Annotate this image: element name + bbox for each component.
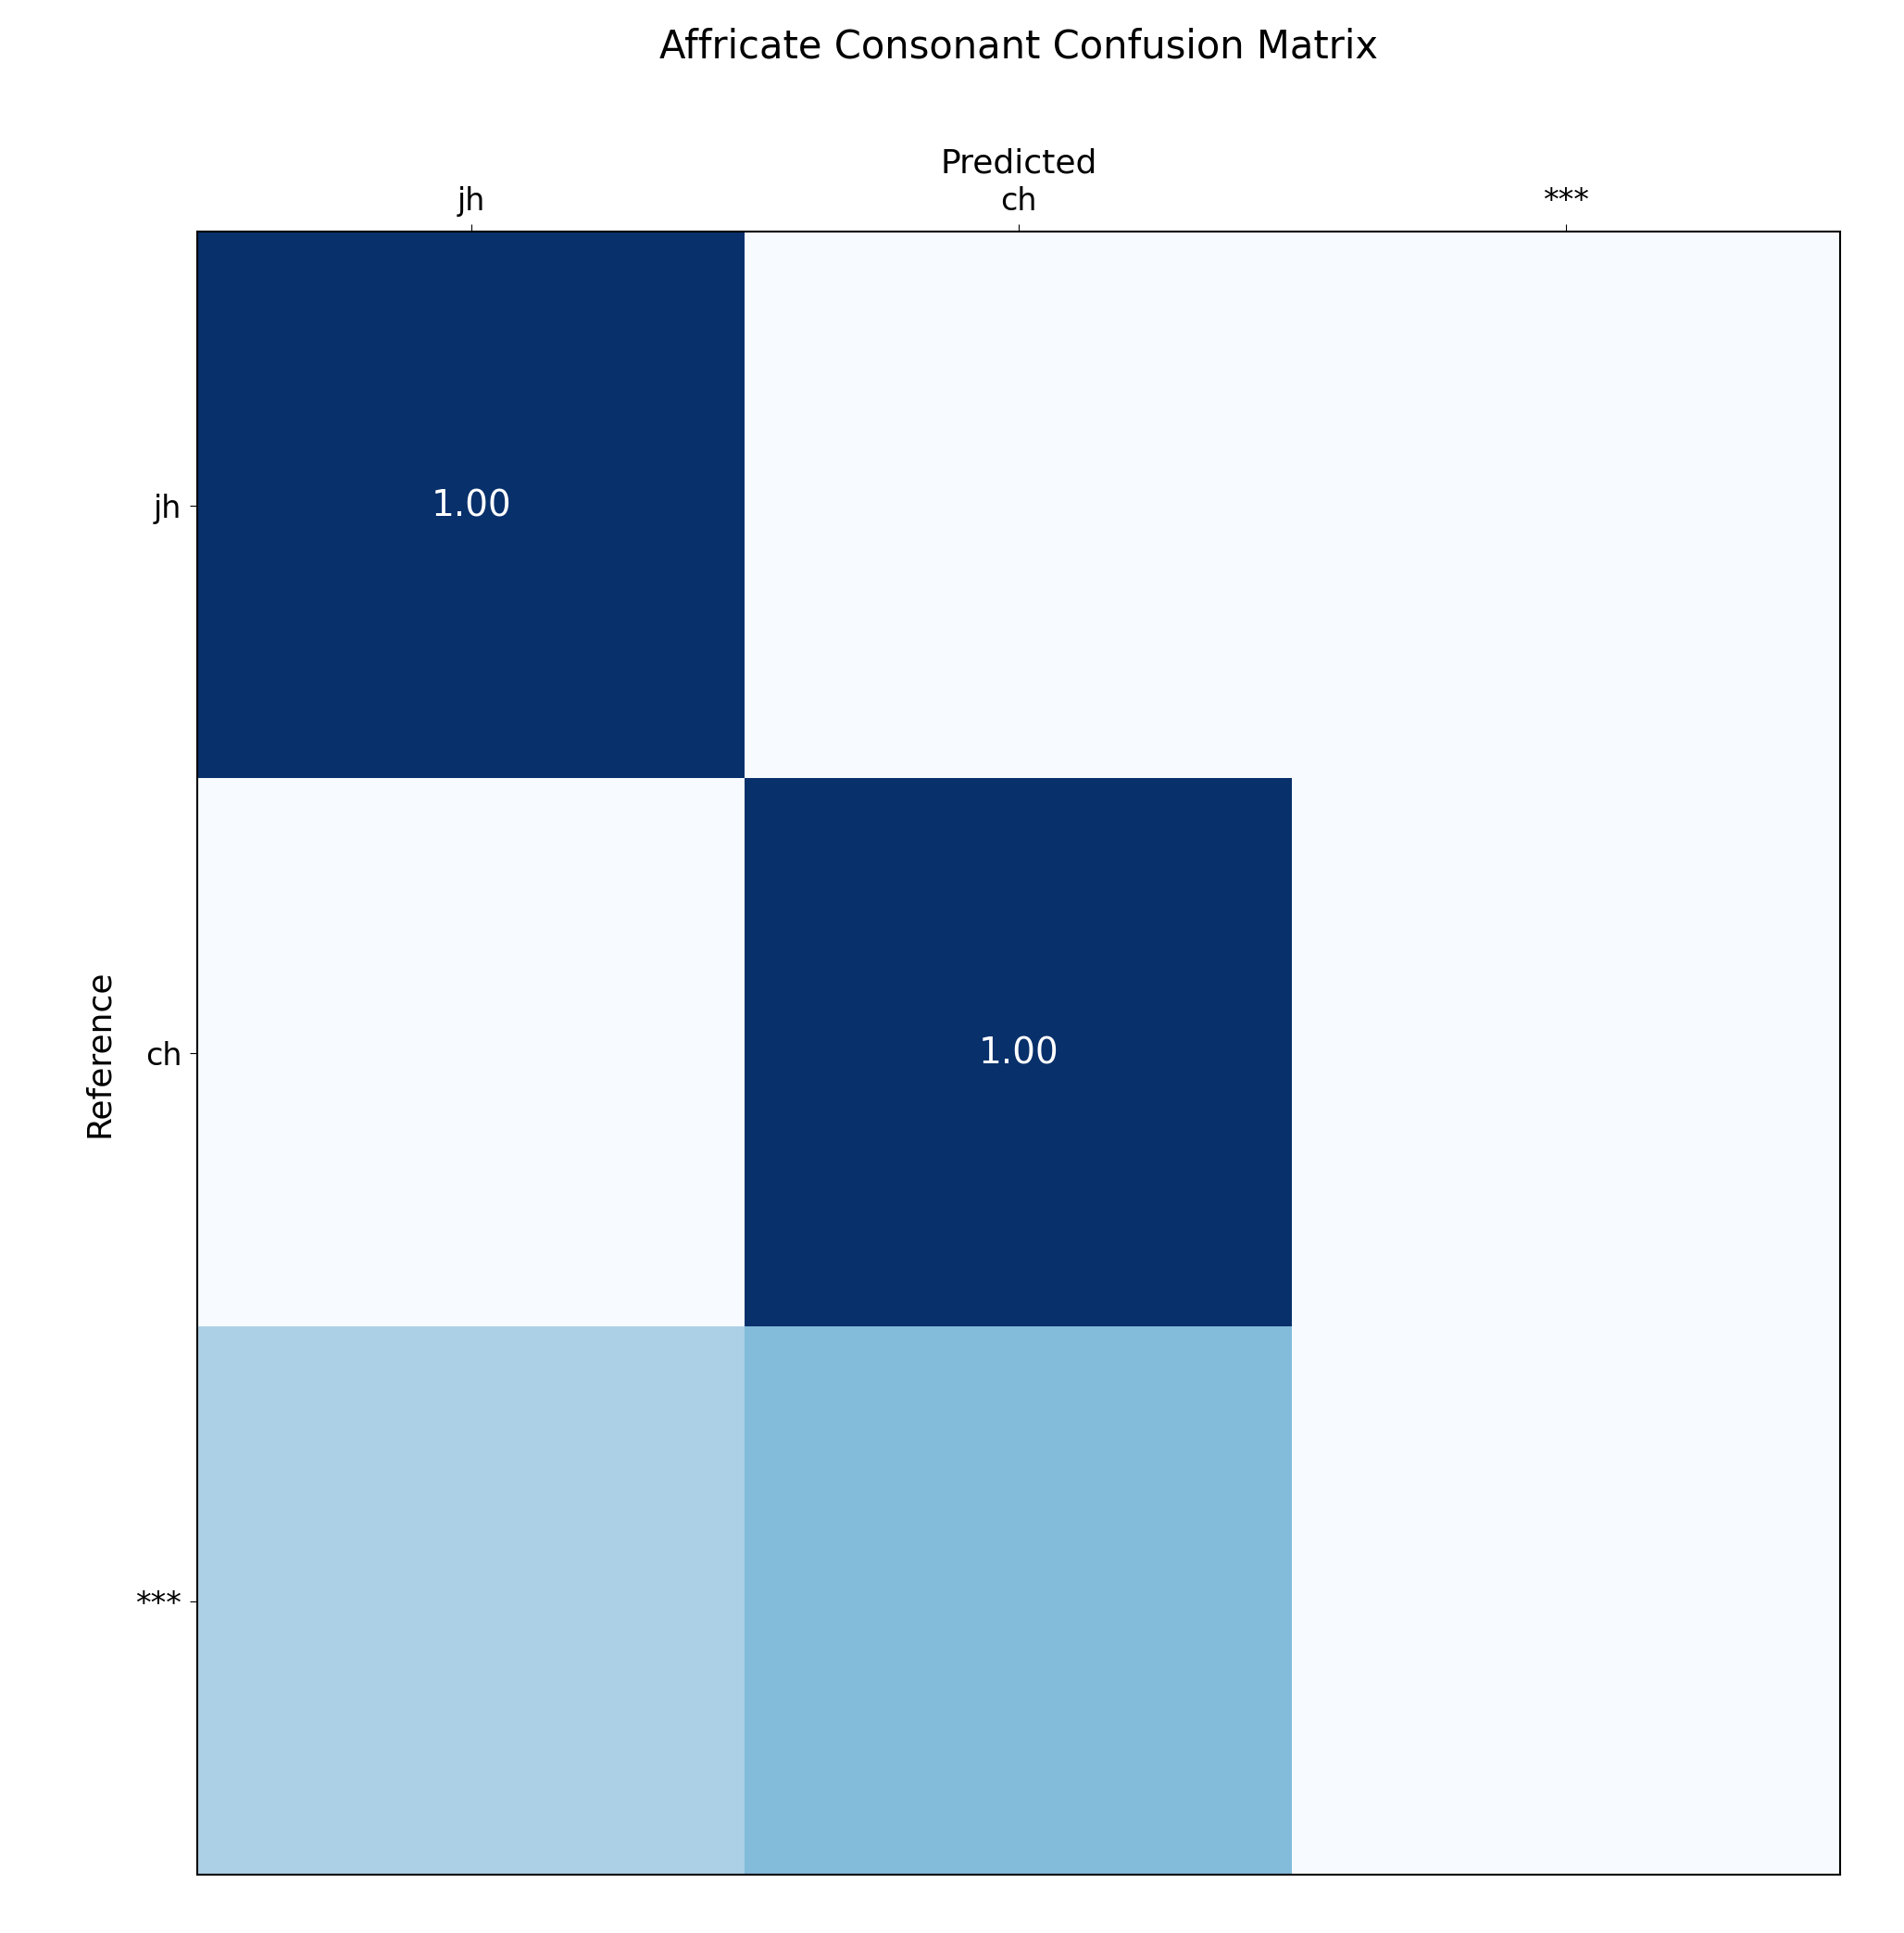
Title: Affricate Consonant Confusion Matrix: Affricate Consonant Confusion Matrix	[659, 27, 1378, 66]
Text: 1.00: 1.00	[430, 489, 510, 524]
X-axis label: Predicted: Predicted	[941, 149, 1097, 180]
Text: 1.00: 1.00	[979, 1036, 1059, 1071]
Y-axis label: Reference: Reference	[84, 970, 114, 1137]
